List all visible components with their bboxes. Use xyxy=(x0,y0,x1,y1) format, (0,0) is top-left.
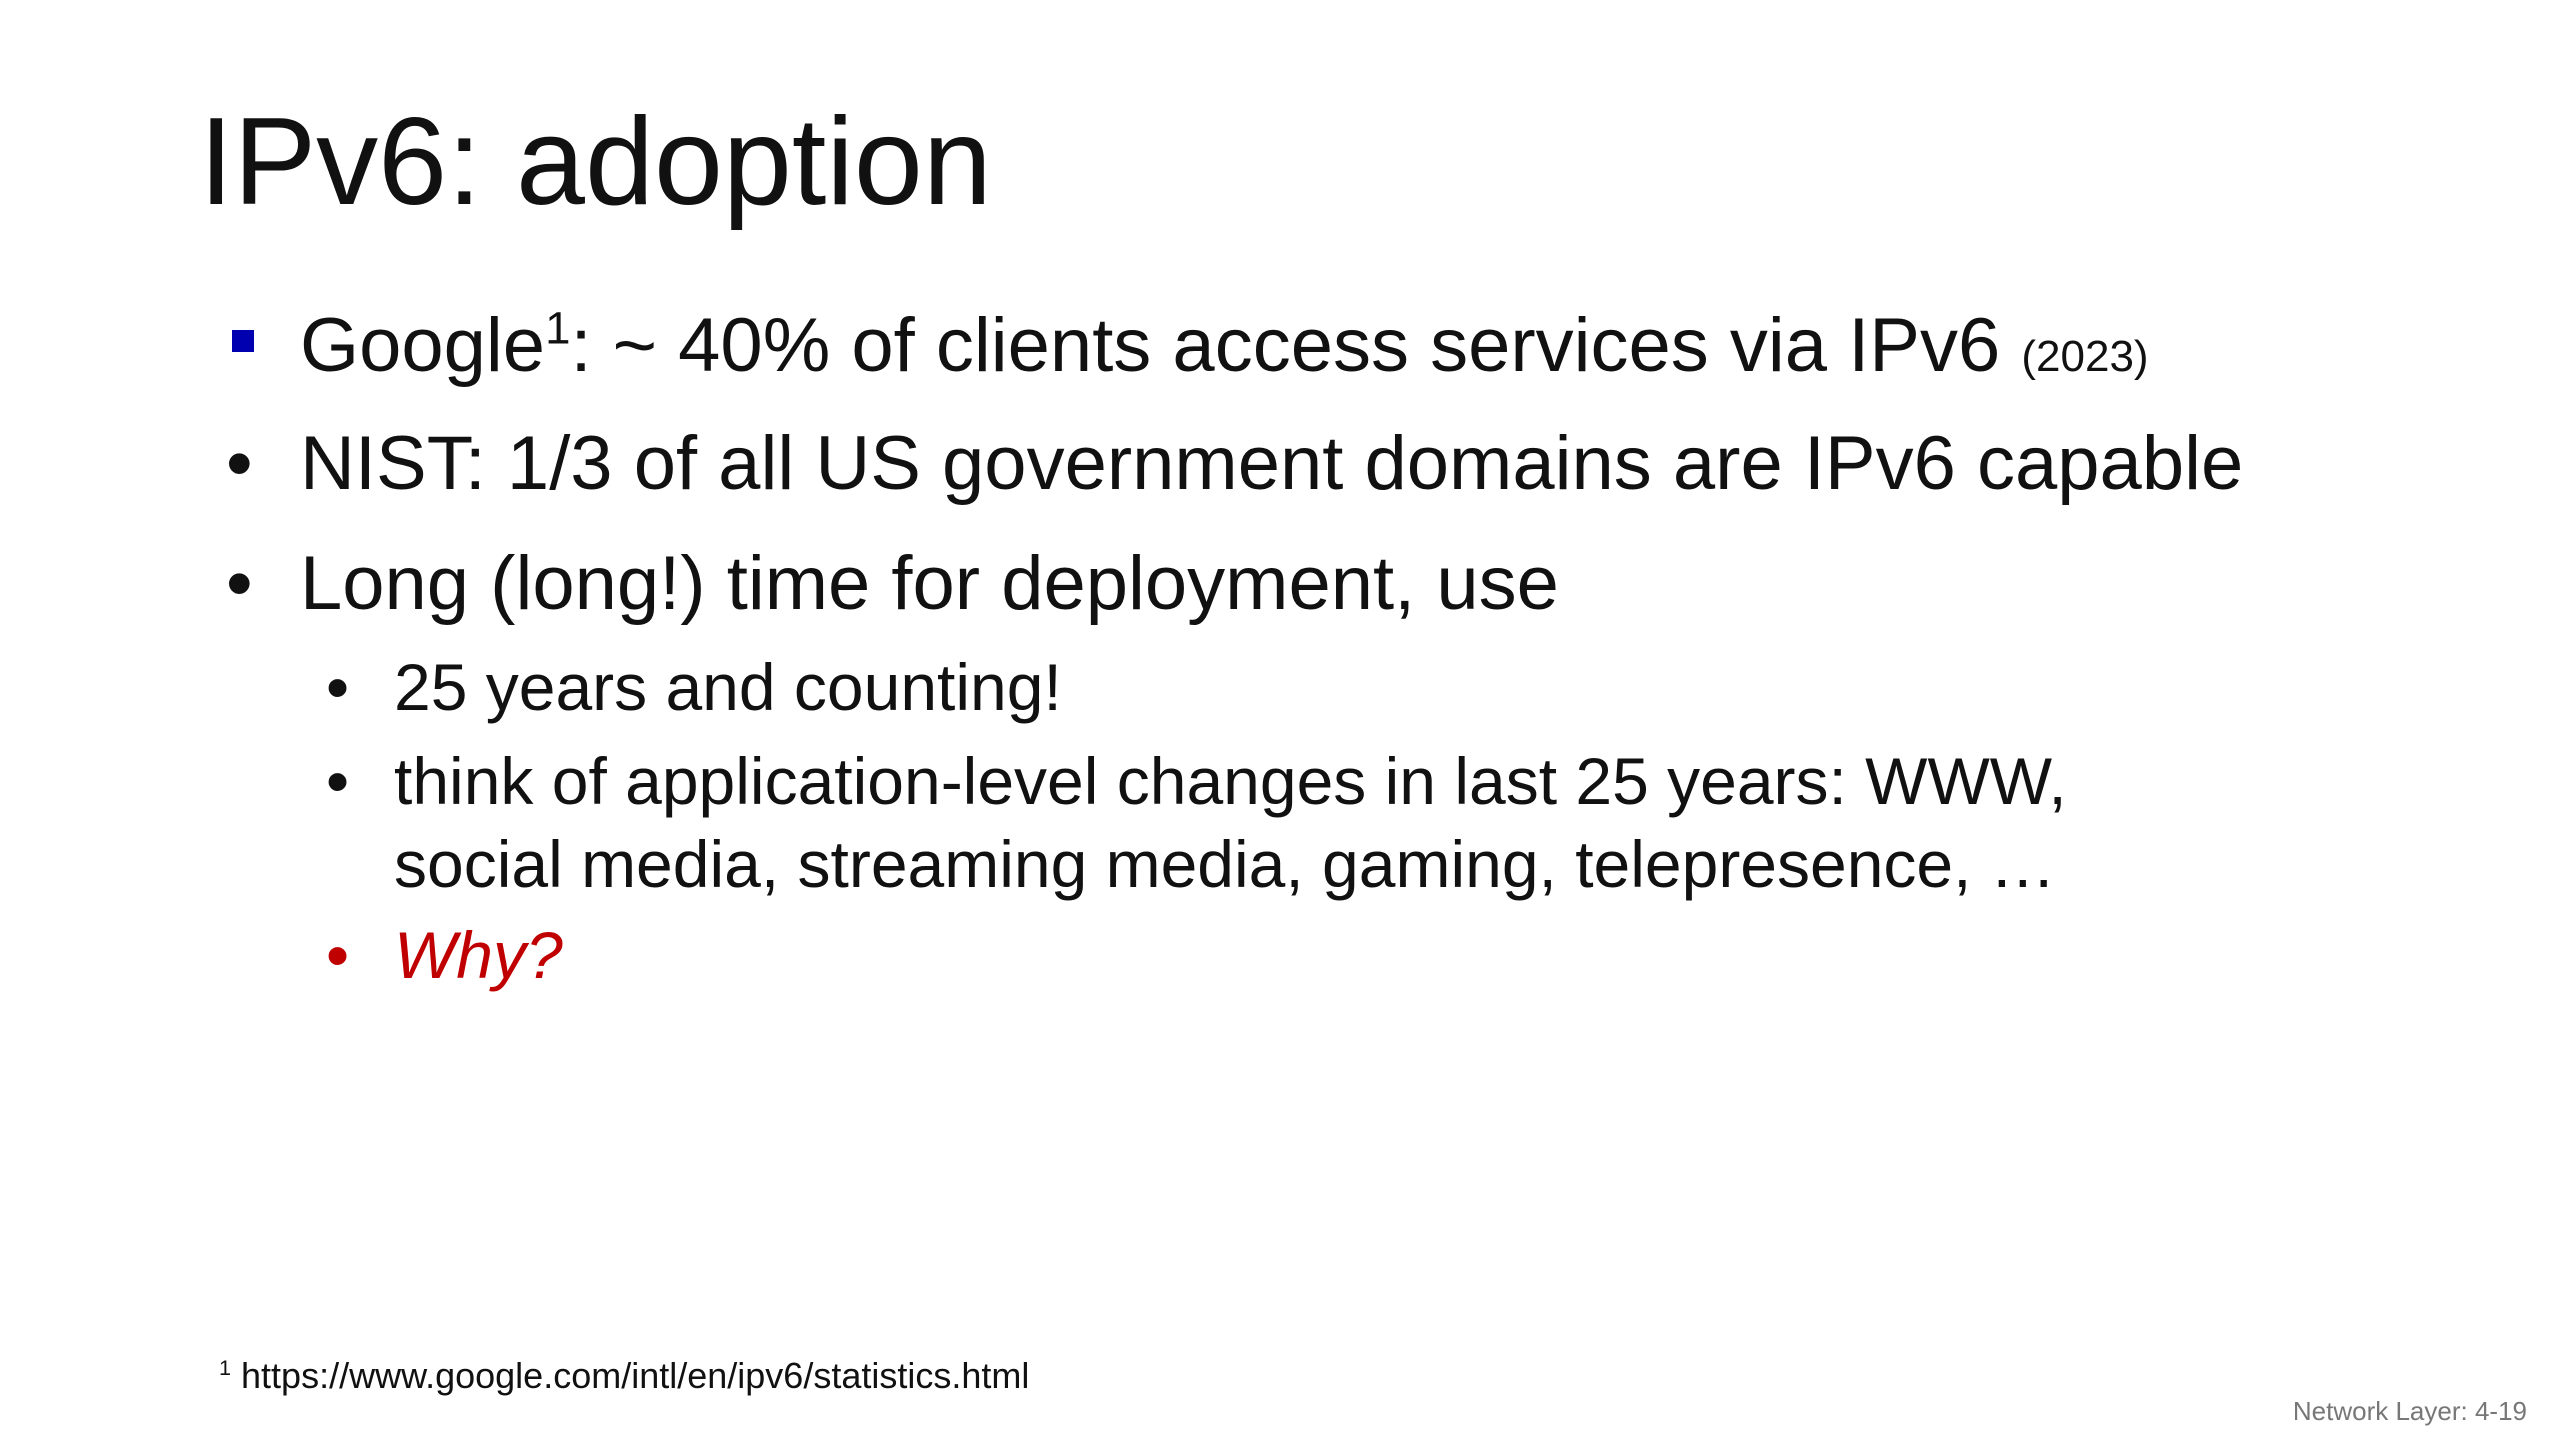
page-label: Network Layer: 4-19 xyxy=(2292,1396,2527,1426)
bullet: Google1: ~ 40% of clients access service… xyxy=(300,305,2149,384)
square-bullet xyxy=(232,330,254,352)
sub-bullet-dot: • xyxy=(326,744,350,818)
bullet-year: (2023) xyxy=(2021,332,2149,381)
bullet-text: NIST: 1/3 of all US government domains a… xyxy=(300,421,2244,506)
bullet-dot: • xyxy=(226,541,253,626)
footnote: 1 https://www.google.com/intl/en/ipv6/st… xyxy=(219,1355,1030,1396)
sub-bullet-text: social media, streaming media, gaming, t… xyxy=(394,827,2056,901)
sub-bullet-dot: • xyxy=(326,650,350,724)
bullet-text: : ~ 40% of clients access services via I… xyxy=(570,303,2001,388)
sub-bullet-dot: • xyxy=(326,918,350,992)
footnote-text: https://www.google.com/intl/en/ipv6/stat… xyxy=(241,1355,1030,1396)
sub-bullet-text: think of application-level changes in la… xyxy=(394,744,2067,818)
bullet-text: Long (long!) time for deployment, use xyxy=(300,541,1559,626)
footnote-mark: 1 xyxy=(219,1355,232,1381)
bullet-text: Google xyxy=(300,303,546,388)
footnote-ref: 1 xyxy=(545,302,571,354)
sub-bullet-text: 25 years and counting! xyxy=(394,650,1062,724)
bullet-dot: • xyxy=(226,421,253,506)
slide-title: IPv6: adoption xyxy=(199,93,992,231)
sub-bullet-text: Why? xyxy=(394,918,563,992)
